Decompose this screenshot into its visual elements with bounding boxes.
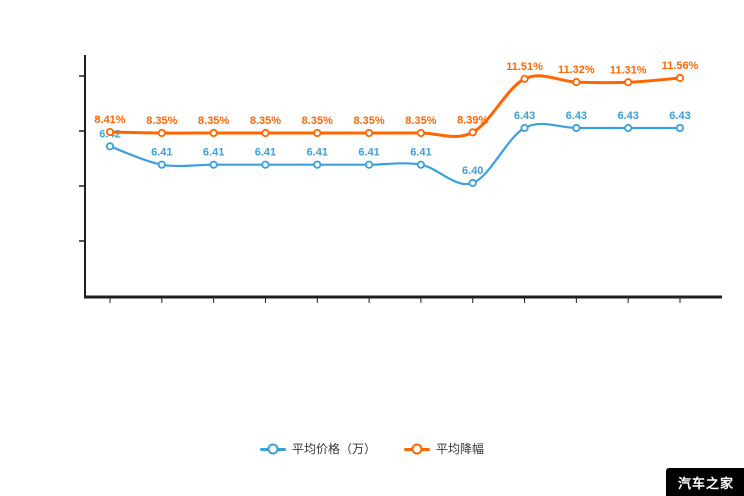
data-point[interactable] [364,128,374,138]
data-point[interactable] [468,128,477,137]
point-label: 6.43 [514,110,535,122]
data-point[interactable] [416,160,426,169]
data-point[interactable] [624,123,633,133]
point-label: 6.41 [255,147,276,159]
data-point[interactable] [624,78,633,87]
data-point[interactable] [209,128,218,138]
data-point[interactable] [157,160,166,169]
watermark-autohome-logo: 汽车之家 [665,468,744,496]
point-label: 8.35% [146,115,177,127]
legend-label-discount: 平均降幅 [436,442,485,456]
data-point[interactable] [572,123,581,133]
data-point[interactable] [313,160,322,169]
legend-item[interactable]: 平均价格（万） [259,442,376,456]
data-point[interactable] [468,178,477,188]
legend-dot-swatch [411,443,423,455]
point-label: 6.41 [203,147,224,159]
data-point[interactable] [416,128,426,138]
point-label: 11.31% [610,64,647,76]
data-point[interactable] [675,123,685,133]
legend-item[interactable]: 平均降幅 [404,443,484,455]
point-label: 11.51% [506,61,543,73]
data-point[interactable] [364,160,374,169]
point-label: 6.40 [462,165,483,177]
data-point[interactable] [313,128,322,138]
point-label: 6.43 [669,110,690,122]
point-label: 8.35% [405,115,436,127]
legend-label-price: 平均价格（万） [291,442,376,456]
data-point[interactable] [105,142,115,151]
point-label: 8.35% [353,115,384,127]
data-point[interactable] [520,123,529,133]
point-label: 6.41 [358,147,379,159]
point-label: 6.43 [566,110,587,122]
point-label: 8.35% [250,115,281,127]
point-label: 8.35% [198,115,229,127]
data-point[interactable] [261,160,270,169]
point-label: 8.39% [457,114,488,126]
line-series-icon [259,443,286,455]
data-point[interactable] [209,160,218,169]
chart-legend: 平均价格（万） 平均降幅 [0,443,744,455]
data-point[interactable] [520,74,529,83]
point-label: 8.41% [94,114,125,126]
point-label: 6.41 [151,147,172,159]
line-series-icon [404,443,430,455]
point-label: 6.43 [617,110,638,122]
legend-dot-swatch [267,443,279,455]
data-point[interactable] [105,127,115,137]
point-label: 8.35% [302,115,333,127]
point-label: 6.41 [307,147,328,159]
data-point[interactable] [157,128,166,138]
data-point[interactable] [572,78,581,87]
point-label: 6.41 [410,147,431,159]
data-point[interactable] [261,128,270,138]
data-point[interactable] [675,73,685,83]
point-label: 11.56% [662,60,699,72]
point-label: 11.32% [558,64,595,76]
